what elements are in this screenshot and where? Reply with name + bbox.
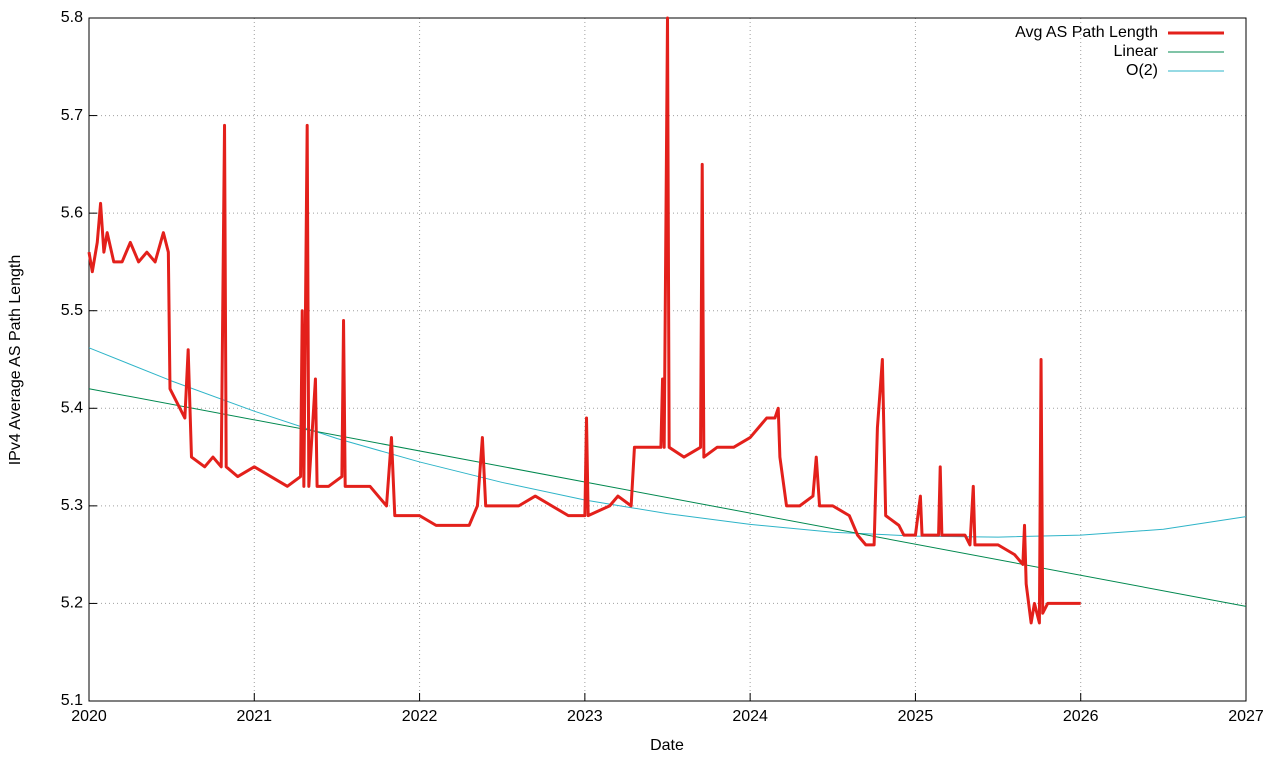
x-tick-label: 2027	[1228, 708, 1264, 725]
y-tick-label: 5.3	[61, 497, 83, 514]
y-tick-label: 5.7	[61, 107, 83, 124]
legend-label: Linear	[1114, 43, 1159, 60]
y-tick-label: 5.5	[61, 302, 83, 319]
series-line	[88, 347, 1247, 538]
y-axis-label: IPv4 Average AS Path Length	[7, 255, 24, 466]
x-tick-label: 2022	[402, 708, 438, 725]
x-tick-label: 2026	[1063, 708, 1099, 725]
x-tick-label: 2024	[732, 708, 768, 725]
legend-label: Avg AS Path Length	[1015, 24, 1158, 41]
series-line	[87, 16, 1081, 625]
y-tick-label: 5.2	[61, 595, 83, 612]
x-axis-label: Date	[650, 737, 684, 754]
x-tick-label: 2025	[898, 708, 934, 725]
x-tick-label: 2021	[236, 708, 272, 725]
x-tick-label: 2023	[567, 708, 603, 725]
y-tick-label: 5.4	[61, 400, 83, 417]
legend-label: O(2)	[1126, 62, 1158, 79]
y-tick-label: 5.1	[61, 692, 83, 709]
y-tick-label: 5.8	[61, 9, 83, 26]
x-tick-label: 2020	[71, 708, 107, 725]
series-line	[88, 388, 1247, 607]
y-tick-label: 5.6	[61, 204, 83, 221]
